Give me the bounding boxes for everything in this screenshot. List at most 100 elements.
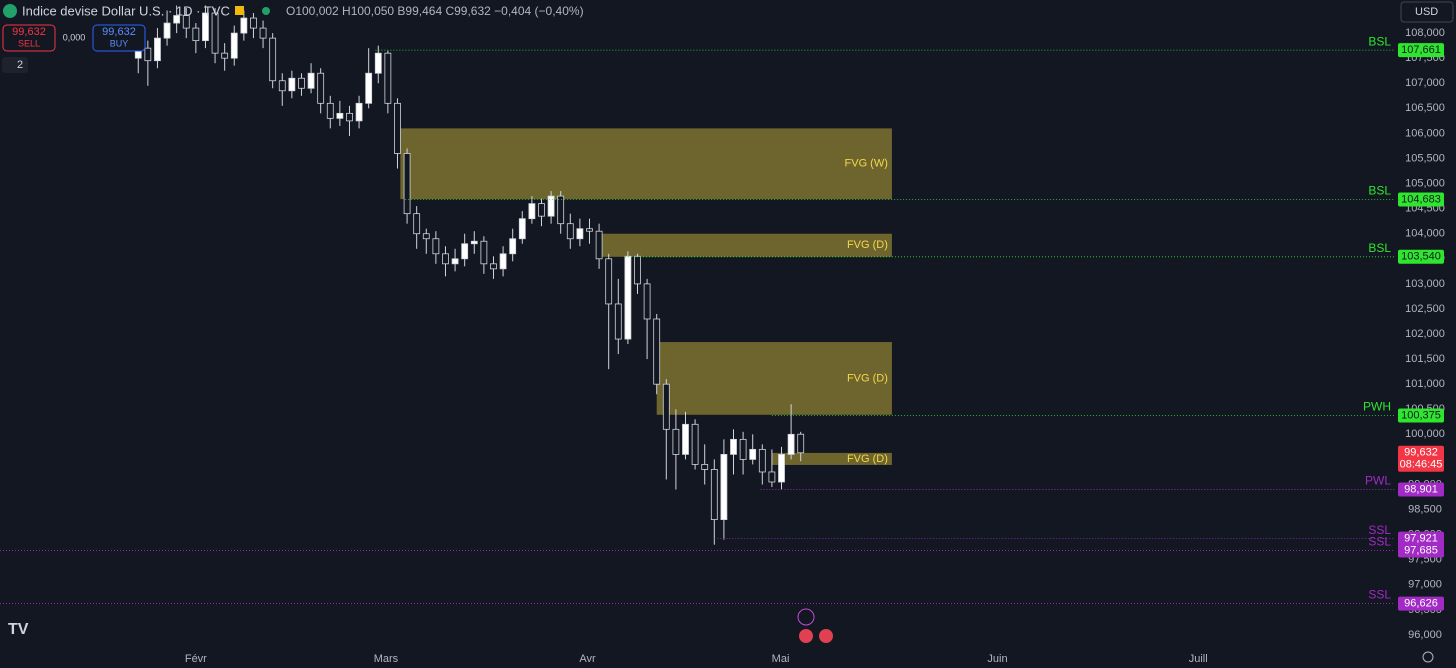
y-tick-label: 107,000 bbox=[1405, 77, 1445, 89]
candle-body bbox=[538, 203, 545, 217]
settings-icon[interactable] bbox=[1422, 651, 1434, 663]
candle-body bbox=[298, 77, 305, 89]
symbol-icon bbox=[3, 4, 17, 18]
buy-price: 99,632 bbox=[102, 26, 136, 38]
y-tick-label: 106,000 bbox=[1405, 127, 1445, 139]
y-tick-label: 106,500 bbox=[1405, 102, 1445, 114]
candle-body bbox=[240, 17, 248, 34]
candle-body bbox=[778, 454, 785, 483]
candle-body bbox=[154, 37, 161, 62]
candle-body bbox=[518, 218, 526, 240]
ohlc: O100,002 H100,050 B99,464 C99,632 −0,404… bbox=[286, 4, 584, 18]
candle-body bbox=[758, 448, 766, 473]
y-tick-label: 101,500 bbox=[1405, 353, 1445, 365]
level-tag-label: 97,685 bbox=[1404, 544, 1438, 556]
y-tick-label: 105,500 bbox=[1405, 152, 1445, 164]
y-tick-label: 105,000 bbox=[1405, 177, 1445, 189]
fvg-label: FVG (D) bbox=[847, 239, 888, 251]
collapse-button[interactable] bbox=[2, 57, 28, 73]
candle-body bbox=[634, 255, 641, 285]
spread: 0,000 bbox=[63, 32, 86, 42]
level-name: PWL bbox=[1365, 474, 1391, 488]
candle-body bbox=[413, 213, 421, 235]
level-tag-label: 100,375 bbox=[1401, 409, 1441, 421]
candle-body bbox=[182, 15, 190, 29]
sell-button[interactable] bbox=[2, 24, 56, 52]
x-tick-label: Mai bbox=[772, 653, 790, 665]
candle-body bbox=[346, 112, 353, 122]
fvg-zone bbox=[400, 128, 892, 200]
candle-body bbox=[480, 240, 488, 265]
level-name: SSL bbox=[1368, 535, 1391, 549]
tv-logo: TV bbox=[8, 621, 29, 638]
candle-body bbox=[336, 112, 344, 119]
y-tick-label: 103,000 bbox=[1405, 278, 1445, 290]
candle-body bbox=[374, 52, 382, 74]
last-price-tag bbox=[1398, 445, 1444, 472]
x-tick-label: Juill bbox=[1189, 653, 1208, 665]
candle-body bbox=[422, 233, 430, 240]
symbol: Indice devise Dollar U.S. · 1D · TVC bbox=[22, 3, 230, 18]
candle-body bbox=[672, 428, 680, 455]
candle-body bbox=[576, 228, 584, 240]
candle-body bbox=[691, 423, 699, 465]
level-tag bbox=[1398, 543, 1444, 558]
x-tick-label: Févr bbox=[185, 653, 207, 665]
buy-button[interactable] bbox=[92, 24, 146, 52]
candle-body bbox=[365, 72, 373, 104]
candle-body bbox=[566, 223, 574, 240]
x-tick-label: Avr bbox=[579, 653, 596, 665]
candle-body bbox=[499, 253, 507, 270]
candle-body bbox=[586, 228, 593, 232]
candle-body bbox=[739, 438, 747, 460]
candle-body bbox=[269, 37, 277, 82]
candle-body bbox=[451, 258, 459, 265]
fvg-zone bbox=[600, 233, 892, 257]
level-name: BSL bbox=[1368, 241, 1391, 255]
currency: USD bbox=[1415, 6, 1438, 18]
candle-body bbox=[730, 438, 737, 455]
candle-body bbox=[221, 52, 229, 59]
indicator-count: 2 bbox=[17, 59, 23, 71]
candle-body bbox=[643, 283, 651, 320]
candle-body bbox=[307, 72, 315, 89]
level-tag bbox=[1398, 43, 1444, 58]
candle-body bbox=[528, 203, 536, 220]
level-tag bbox=[1398, 192, 1444, 207]
candle-body bbox=[470, 240, 478, 245]
fvg-label: FVG (D) bbox=[847, 372, 888, 384]
candle-body bbox=[662, 383, 670, 430]
flag-icon bbox=[235, 6, 244, 15]
status-dot bbox=[262, 7, 270, 15]
candle-body bbox=[509, 238, 517, 255]
candle-body bbox=[557, 195, 565, 225]
candle-body bbox=[701, 464, 709, 470]
y-tick-label: 96,000 bbox=[1408, 629, 1442, 641]
fvg-label: FVG (W) bbox=[845, 158, 888, 170]
currency-button[interactable] bbox=[1400, 1, 1454, 23]
y-tick-label: 102,000 bbox=[1405, 328, 1445, 340]
candle-body bbox=[250, 17, 257, 29]
event-icon bbox=[797, 608, 815, 626]
candle-body bbox=[278, 80, 286, 92]
buy-label: BUY bbox=[110, 38, 129, 48]
candle-body bbox=[317, 72, 325, 104]
x-tick-label: Mars bbox=[374, 653, 399, 665]
level-name: BSL bbox=[1368, 34, 1391, 48]
level-name: PWH bbox=[1363, 400, 1391, 414]
candle-body bbox=[787, 433, 795, 455]
candle-body bbox=[394, 102, 401, 154]
candle-body bbox=[595, 230, 603, 260]
price-axis: 96,00096,50097,00097,50098,00098,50099,0… bbox=[1398, 27, 1445, 641]
candle-body bbox=[288, 77, 296, 92]
x-tick-label: Juin bbox=[987, 653, 1007, 665]
countdown: 08:46:45 bbox=[1400, 459, 1443, 471]
candle-body bbox=[710, 469, 718, 521]
fvg-zone bbox=[771, 452, 892, 465]
last-price-label: 99,632 bbox=[1404, 447, 1438, 459]
sell-label: SELL bbox=[18, 38, 40, 48]
level-tag bbox=[1398, 249, 1444, 264]
